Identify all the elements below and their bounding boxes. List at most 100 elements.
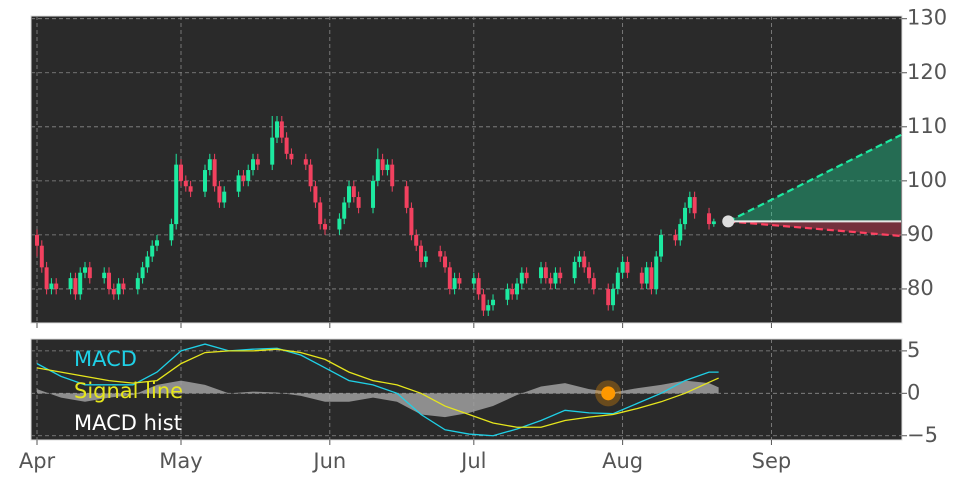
x-tick-label: Jul (459, 449, 486, 473)
x-tick-label: May (159, 449, 202, 473)
candle-body (615, 272, 620, 289)
candle-body (553, 272, 558, 284)
cross-marker (601, 386, 616, 401)
candle-body (519, 272, 524, 284)
candle-body (404, 186, 409, 208)
candle-body (587, 267, 592, 279)
candle-body (371, 180, 376, 208)
candle-body (342, 202, 347, 219)
candle-body (447, 267, 452, 289)
candle-body (289, 153, 294, 160)
candle-body (275, 121, 280, 138)
candle-body (107, 272, 112, 289)
candle-body (543, 267, 548, 279)
legend-entry: MACD hist (74, 411, 182, 435)
candle-body (423, 256, 428, 262)
candle-body (155, 240, 160, 246)
y-tick-label: 5 (907, 338, 920, 362)
candle-body (279, 121, 284, 138)
candle-body (217, 186, 222, 203)
x-tick-label: Jun (311, 449, 346, 473)
macd-line (36, 348, 719, 428)
candle-body (572, 261, 577, 279)
legend-entry: MACD (74, 347, 137, 371)
y-tick-label: 80 (907, 276, 934, 300)
candle-body (639, 272, 644, 284)
candle-body (111, 288, 116, 295)
candle-body (39, 245, 44, 268)
candle-body (539, 267, 544, 279)
candle-body (457, 278, 462, 284)
candle-body (179, 164, 184, 181)
candle-body (188, 186, 193, 192)
candle-body (524, 272, 529, 279)
y-tick-label: 120 (907, 60, 947, 84)
candle-body (491, 299, 496, 306)
candle-body (284, 137, 289, 154)
candle-body (707, 213, 712, 225)
candle-body (54, 283, 59, 289)
candle-body (414, 234, 419, 246)
plot-layer: 80 90 100 110 120 130 −5 0 5 Apr May Jun Jul Aug Sep MA… (19, 6, 947, 473)
candle-body (49, 283, 54, 289)
candle-body (308, 164, 313, 187)
candle-body (44, 267, 49, 289)
candle-body (611, 288, 616, 306)
candle-body (481, 294, 486, 311)
candle-body (323, 224, 328, 230)
candle-body (659, 234, 664, 257)
candle-body (347, 186, 352, 203)
candle-body (419, 245, 424, 262)
candle-body (591, 278, 596, 289)
candle-body (303, 159, 308, 165)
candle-body (174, 164, 179, 225)
candle-body (476, 278, 481, 295)
candle-body (35, 234, 40, 246)
candle-body (102, 272, 107, 279)
candle-body (83, 267, 88, 273)
candle-body (649, 267, 654, 289)
candle-body (443, 256, 448, 268)
candle-body (87, 267, 92, 279)
candle-body (241, 175, 246, 181)
candle-body (582, 256, 587, 268)
candle-body (207, 159, 212, 171)
candle-body (577, 256, 582, 262)
x-tick-label: Sep (752, 449, 792, 473)
candle-body (625, 261, 630, 273)
x-tick-label: Apr (19, 449, 56, 473)
last-close-point (722, 215, 735, 228)
candle-body (222, 191, 227, 203)
candle-body (515, 283, 520, 295)
candle-body (236, 175, 241, 192)
candle-body (255, 159, 260, 165)
candle-body (121, 283, 126, 289)
candle-body (711, 221, 716, 225)
candle-body (644, 267, 649, 284)
macd-hist-area (37, 380, 719, 418)
y-tick-label: 0 (907, 380, 920, 404)
candle-body (486, 305, 491, 311)
candle-body (203, 170, 208, 192)
candle-body (409, 207, 414, 235)
candle-body (212, 159, 217, 187)
candle-body (318, 202, 323, 225)
candle-body (654, 256, 659, 289)
candle-body (78, 272, 83, 295)
candle-body (683, 207, 688, 225)
y-tick-label: 100 (907, 168, 947, 192)
candle-body (510, 288, 515, 295)
candle-body (687, 197, 692, 208)
candle-body (337, 218, 342, 230)
candle-body (351, 186, 356, 198)
candle-body (678, 224, 683, 241)
candle-body (140, 267, 145, 279)
candle-body (620, 261, 625, 273)
y-tick-label: 110 (907, 114, 947, 138)
candle-body (375, 159, 380, 181)
y-tick-label: 90 (907, 222, 934, 246)
candle-body (356, 197, 361, 208)
macd-line (36, 343, 719, 437)
candle-body (246, 170, 251, 181)
